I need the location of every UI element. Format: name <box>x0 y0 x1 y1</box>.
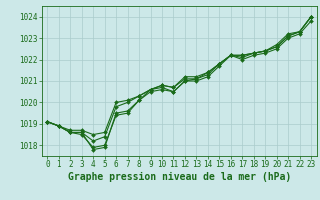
X-axis label: Graphe pression niveau de la mer (hPa): Graphe pression niveau de la mer (hPa) <box>68 172 291 182</box>
